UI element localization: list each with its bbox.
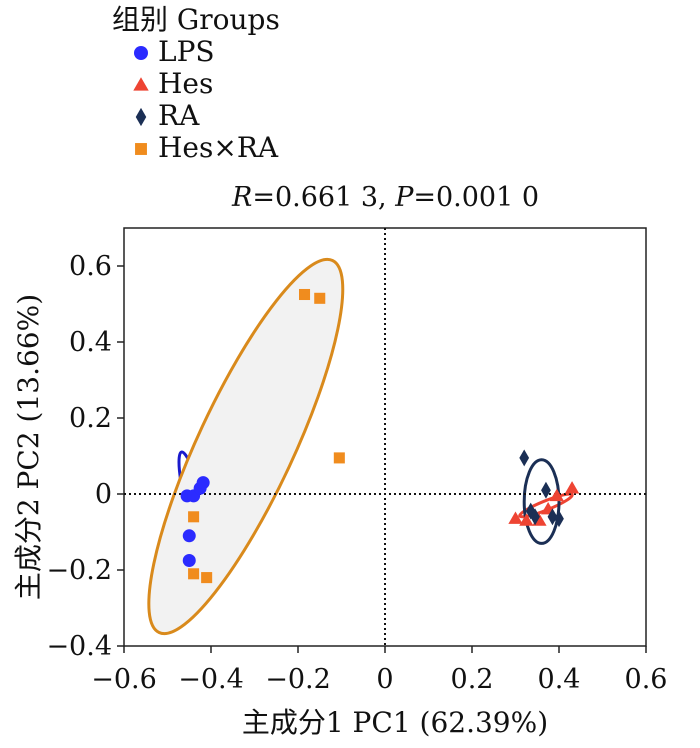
legend-label-0: LPS: [158, 35, 215, 68]
confidence-ellipse-3: [147, 257, 345, 636]
legend-marker-2: [135, 107, 147, 127]
legend-label-3: Hes×RA: [158, 131, 279, 164]
triangle-marker-icon: [133, 77, 149, 91]
point-triangle-1-0: [508, 511, 523, 524]
point-diamond-2-2: [530, 508, 540, 526]
point-square-3-3: [188, 511, 200, 523]
circle-marker-icon: [134, 46, 148, 60]
legend-title: 组别 Groups: [112, 3, 280, 36]
point-triangle-1-4: [549, 488, 564, 502]
legend-item-2: RA: [130, 100, 280, 132]
x-axis-title: 主成分1 PC1 (62.39%): [242, 706, 548, 739]
point-square-3-0: [299, 288, 311, 301]
point-square-3-4: [188, 568, 200, 580]
point-diamond-2-0: [519, 449, 530, 467]
x-tick-label-0: −0.6: [91, 664, 157, 695]
y-tick-label-5: 0.6: [69, 251, 112, 282]
legend-label-2: RA: [158, 99, 200, 132]
legend-item-3: Hes×RA: [130, 132, 280, 164]
y-axis-title: 主成分2 PC2 (13.66%): [12, 294, 45, 600]
diamond-marker-icon: [135, 107, 147, 127]
point-diamond-2-4: [547, 508, 558, 526]
point-circle-0-4: [182, 529, 196, 543]
y-tick-label-3: 0.2: [69, 403, 112, 434]
point-square-3-5: [201, 572, 213, 584]
subtitle-p-label: P: [395, 182, 414, 213]
y-tick-label-2: 0: [95, 479, 112, 510]
confidence-ellipse-2: [522, 458, 561, 545]
subtitle-r-value: =0.661 3,: [252, 182, 396, 213]
point-diamond-2-3: [541, 481, 551, 499]
point-diamond-2-1: [525, 502, 536, 520]
legend: 组别 Groups LPS Hes RA Hes×RA: [112, 4, 280, 164]
legend-marker-3: [135, 143, 147, 155]
x-tick-label-2: −0.2: [265, 664, 331, 695]
point-circle-0-5: [182, 554, 196, 567]
subtitle-p-value: =0.001 0: [413, 182, 540, 213]
x-tick-label-4: 0.2: [451, 664, 494, 695]
point-triangle-1-5: [564, 481, 580, 494]
y-tick-label-1: −0.2: [46, 555, 112, 586]
x-tick-label-1: −0.4: [178, 664, 244, 695]
point-square-3-2: [333, 452, 345, 464]
point-diamond-2-5: [554, 510, 564, 528]
chart-subtitle: R=0.661 3, P=0.001 0: [232, 182, 539, 213]
legend-label-1: Hes: [158, 67, 214, 100]
legend-item-1: Hes: [130, 68, 280, 100]
square-marker-icon: [135, 143, 147, 155]
subtitle-r-label: R: [232, 182, 253, 213]
x-tick-label-5: 0.4: [538, 664, 581, 695]
y-tick-label-0: −0.4: [46, 631, 112, 662]
y-tick-label-4: 0.4: [69, 327, 112, 358]
legend-item-0: LPS: [130, 36, 280, 68]
x-tick-label-3: 0: [376, 664, 393, 695]
legend-marker-1: [133, 77, 149, 91]
x-tick-label-6: 0.6: [625, 664, 668, 695]
legend-marker-0: [134, 46, 148, 60]
point-triangle-1-1: [519, 513, 534, 526]
point-circle-0-3: [196, 476, 210, 490]
point-square-3-1: [314, 292, 326, 304]
